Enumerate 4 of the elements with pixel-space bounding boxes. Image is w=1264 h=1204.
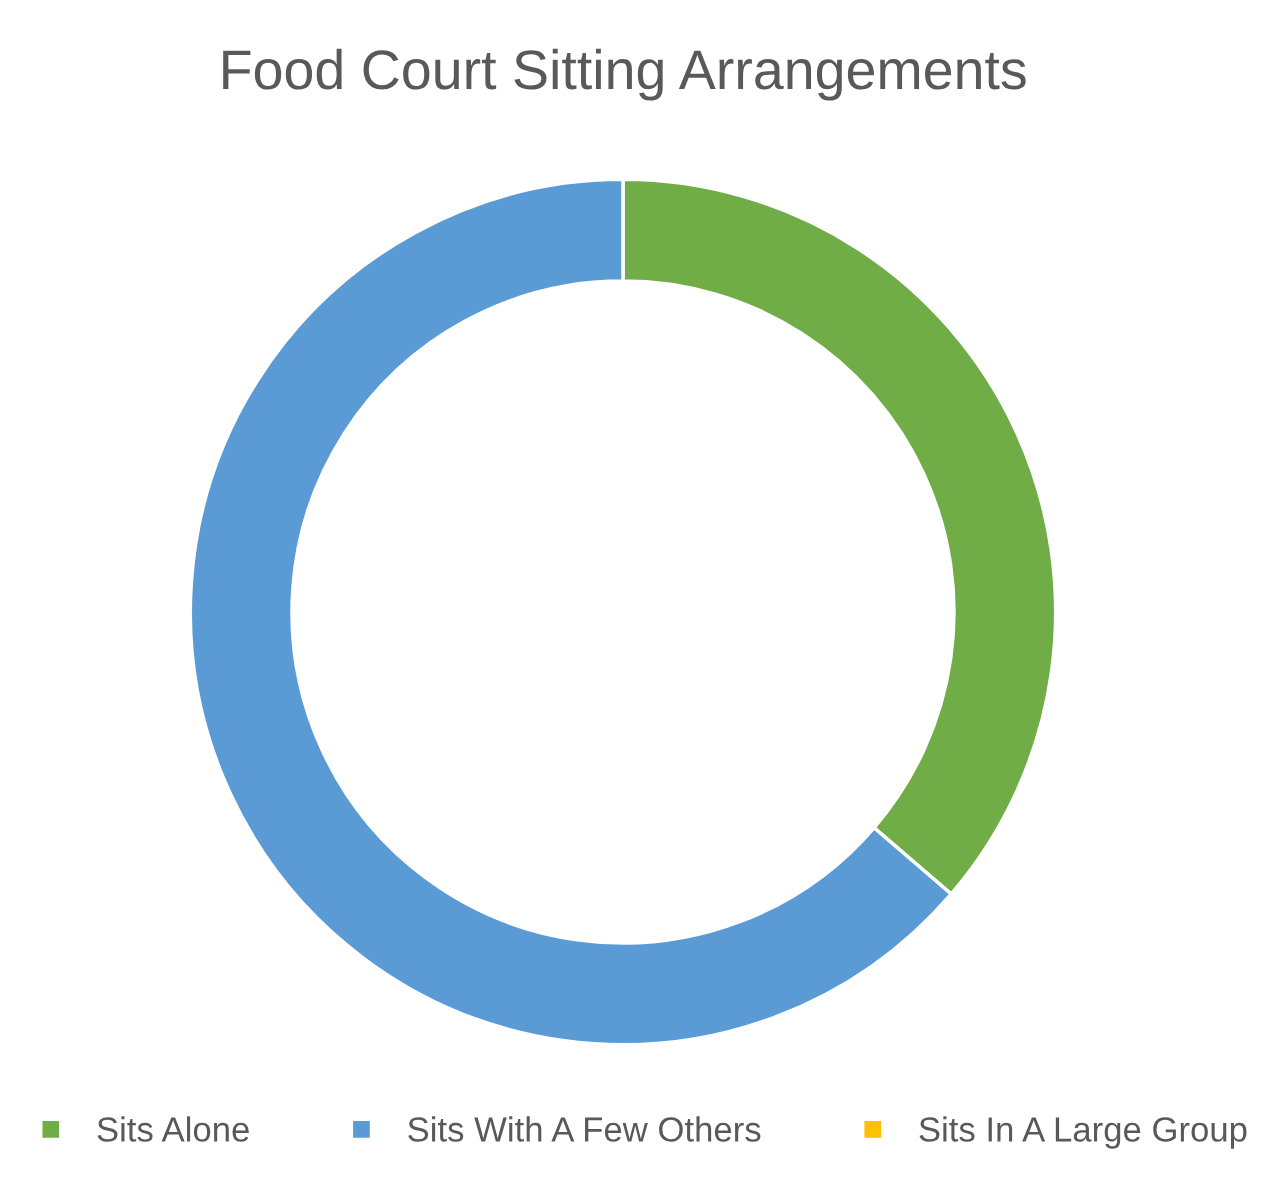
legend-label: Sits In A Large Group (919, 1116, 1247, 1149)
chart-title: Food Court Sitting Arrangements (223, 48, 1026, 101)
legend-label: Sits Alone (97, 1116, 249, 1142)
legend-label: Sits With A Few Others (408, 1116, 761, 1142)
